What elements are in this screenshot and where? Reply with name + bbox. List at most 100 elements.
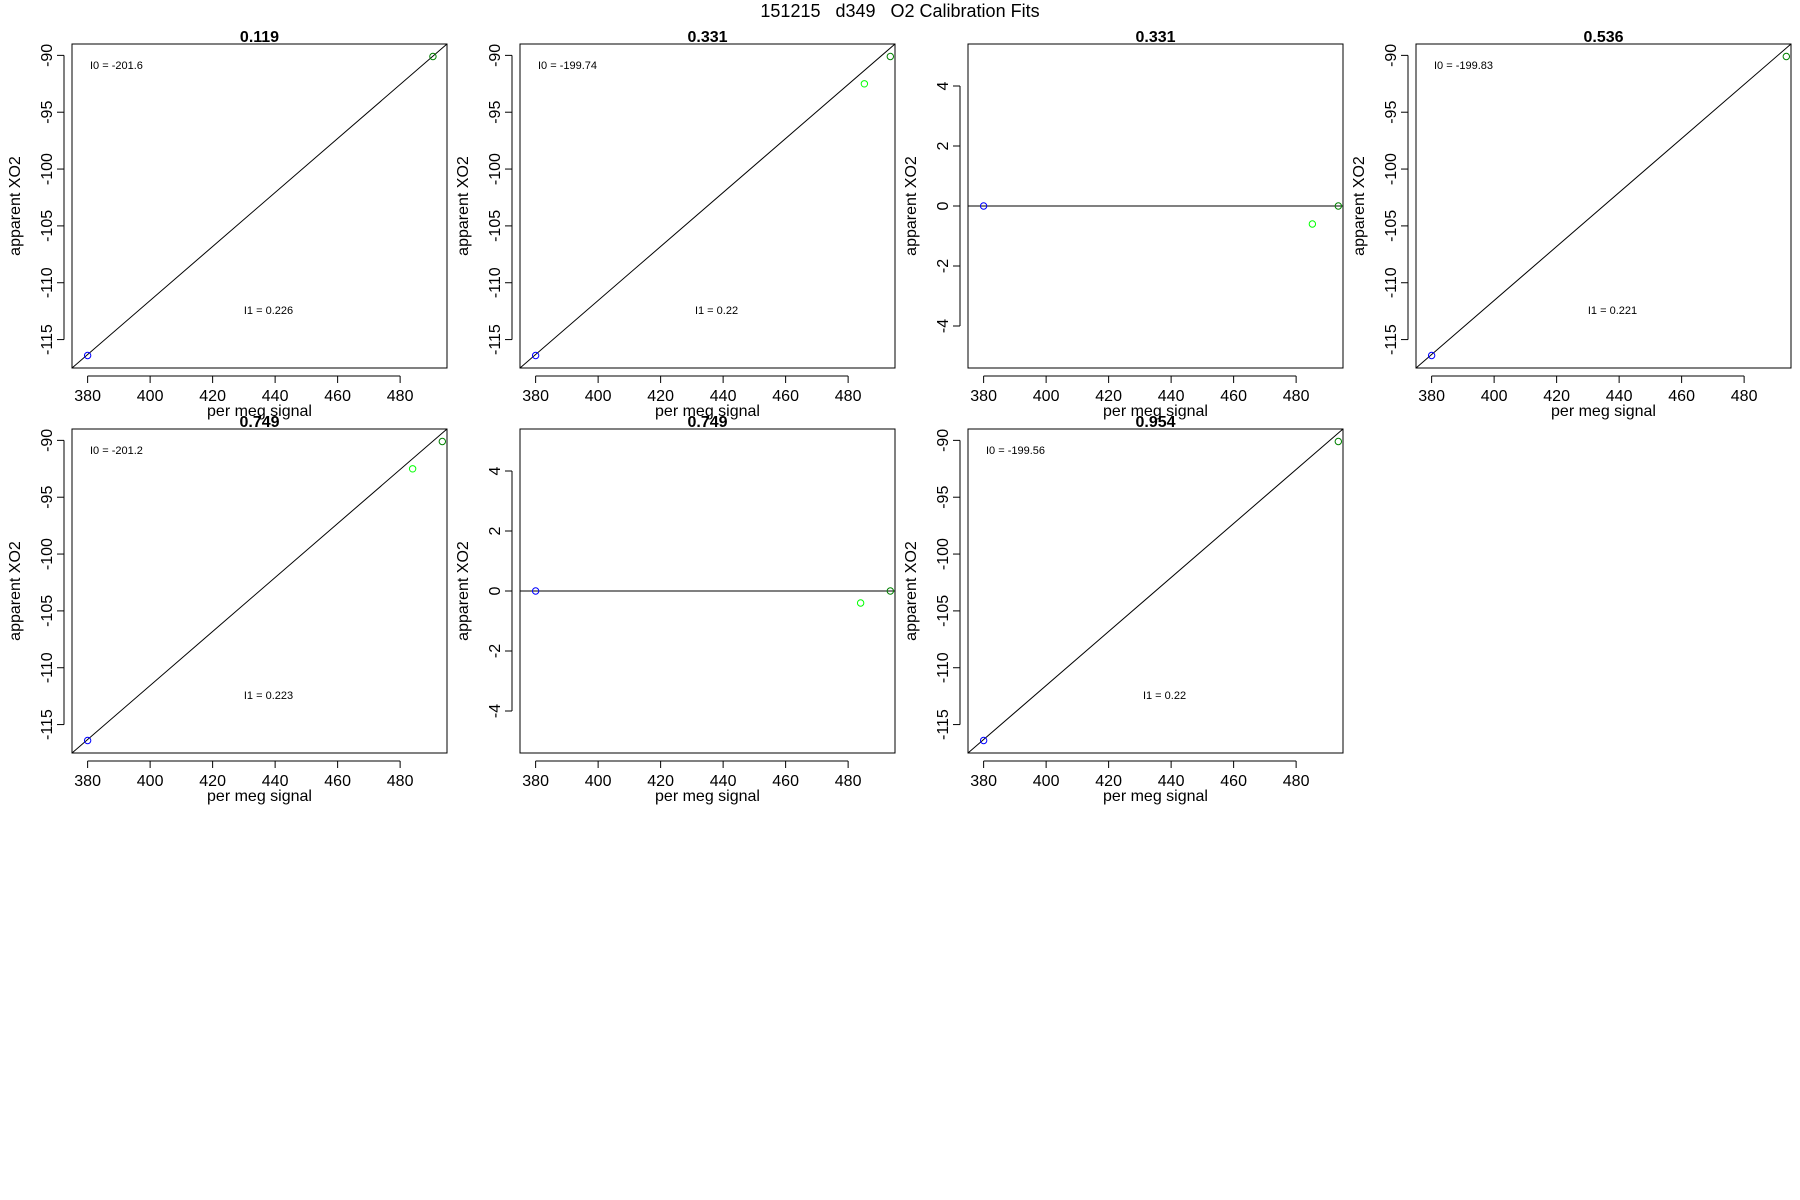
- y-tick-label: -115: [1383, 324, 1400, 355]
- y-tick-label: -100: [935, 538, 952, 570]
- slope-label: I1 = 0.226: [244, 305, 293, 317]
- plot-area: [520, 44, 895, 368]
- data-point-green: [438, 437, 447, 446]
- plot-frame: [1415, 43, 1792, 369]
- y-tick-label: -115: [39, 324, 56, 355]
- x-axis-label: per meg signal: [655, 403, 760, 420]
- x-tick-label: 480: [387, 773, 414, 790]
- plot-frame: [967, 428, 1344, 754]
- panel-7: 0.954 380 400 420 440 460 480 per meg signal -90…: [903, 414, 1344, 805]
- x-tick-label: 420: [199, 773, 226, 790]
- x-tick-label: 460: [324, 773, 351, 790]
- x-tick-label: 480: [835, 773, 862, 790]
- y-tick-label: 2: [487, 526, 504, 535]
- intercept-label: I0 = -201.6: [90, 60, 143, 72]
- y-tick-label: 0: [487, 586, 504, 595]
- y-tick-label: -110: [935, 652, 952, 683]
- x-tick-label: 380: [522, 388, 549, 405]
- figure-title: 151215 d349 O2 Calibration Fits: [760, 1, 1040, 21]
- y-tick-label: -100: [39, 538, 56, 570]
- y-tick-label: -95: [39, 486, 56, 509]
- x-tick-label: 460: [772, 773, 799, 790]
- y-axis-label: apparent XO2: [455, 541, 472, 641]
- data-point-blue: [83, 736, 92, 745]
- x-tick-label: 380: [1418, 388, 1445, 405]
- y-axis-label: apparent XO2: [455, 156, 472, 256]
- y-tick-label: -115: [39, 709, 56, 740]
- panel-1: 0.119 380 400 420 440 460 480 per meg signal -90…: [7, 29, 448, 420]
- data-point-green: [1334, 437, 1343, 446]
- intercept-label: I0 = -199.56: [986, 445, 1045, 457]
- x-tick-label: 440: [1158, 388, 1185, 405]
- data-point-blue: [83, 351, 92, 360]
- slope-label: I1 = 0.22: [1143, 690, 1186, 702]
- x-tick-label: 480: [1283, 388, 1310, 405]
- data-point-lime: [1308, 220, 1317, 228]
- y-tick-label: -105: [1383, 210, 1400, 242]
- x-tick-label: 480: [1731, 388, 1758, 405]
- y-tick-label: -4: [935, 319, 952, 333]
- x-tick-label: 420: [199, 388, 226, 405]
- panel-title: 0.954: [1135, 414, 1175, 431]
- y-axis-label: apparent XO2: [7, 156, 24, 256]
- plot-frame: [71, 428, 448, 754]
- x-tick-label: 380: [522, 773, 549, 790]
- plot-area: [72, 429, 447, 753]
- y-tick-label: -100: [1383, 153, 1400, 185]
- y-tick-label: -110: [487, 267, 504, 298]
- data-point-lime: [408, 465, 417, 473]
- x-axis-label: per meg signal: [1551, 403, 1656, 420]
- fit-line: [1416, 44, 1791, 368]
- x-tick-label: 460: [1668, 388, 1695, 405]
- intercept-label: I0 = -201.2: [90, 445, 143, 457]
- y-axis-label: apparent XO2: [7, 541, 24, 641]
- y-tick-label: -95: [935, 486, 952, 509]
- x-tick-label: 400: [585, 773, 612, 790]
- y-tick-label: -95: [487, 101, 504, 124]
- x-tick-label: 380: [970, 773, 997, 790]
- x-axis-label: per meg signal: [207, 403, 312, 420]
- y-tick-label: 4: [935, 81, 952, 90]
- plot-area: [968, 202, 1343, 228]
- x-tick-label: 440: [1158, 773, 1185, 790]
- plot-frame: [519, 43, 896, 369]
- x-tick-label: 480: [835, 388, 862, 405]
- x-tick-label: 480: [387, 388, 414, 405]
- slope-label: I1 = 0.221: [1588, 305, 1637, 317]
- y-tick-label: -115: [935, 709, 952, 740]
- y-tick-label: -90: [487, 44, 504, 67]
- y-tick-label: -115: [487, 324, 504, 355]
- x-tick-label: 400: [137, 388, 164, 405]
- x-tick-label: 400: [585, 388, 612, 405]
- panel-title: 0.536: [1583, 29, 1623, 46]
- x-tick-label: 400: [137, 773, 164, 790]
- x-tick-label: 440: [710, 388, 737, 405]
- fit-line: [72, 429, 447, 753]
- panel-title: 0.749: [239, 414, 279, 431]
- x-tick-label: 440: [1606, 388, 1633, 405]
- panel-title: 0.119: [240, 29, 279, 46]
- y-tick-label: 0: [935, 201, 952, 210]
- intercept-label: I0 = -199.83: [1434, 60, 1493, 72]
- y-axis-label: apparent XO2: [1351, 156, 1368, 256]
- y-tick-label: -105: [39, 210, 56, 242]
- data-point-green: [1334, 202, 1343, 210]
- x-tick-label: 400: [1033, 388, 1060, 405]
- y-tick-label: -105: [487, 210, 504, 242]
- y-tick-label: -90: [1383, 44, 1400, 67]
- y-tick-label: -110: [1383, 267, 1400, 298]
- x-tick-label: 460: [772, 388, 799, 405]
- panel-5: 0.749 380 400 420 440 460 480 per meg signal -90…: [7, 414, 448, 805]
- x-tick-label: 460: [1220, 773, 1247, 790]
- x-tick-label: 380: [970, 388, 997, 405]
- x-axis-label: per meg signal: [1103, 788, 1208, 805]
- y-tick-label: -2: [487, 644, 504, 658]
- x-tick-label: 420: [647, 773, 674, 790]
- fit-line: [72, 44, 447, 368]
- data-point-green: [429, 52, 437, 61]
- y-tick-label: 2: [935, 141, 952, 150]
- x-tick-label: 440: [262, 773, 289, 790]
- intercept-label: I0 = -199.74: [538, 60, 597, 72]
- y-tick-label: -105: [39, 595, 56, 627]
